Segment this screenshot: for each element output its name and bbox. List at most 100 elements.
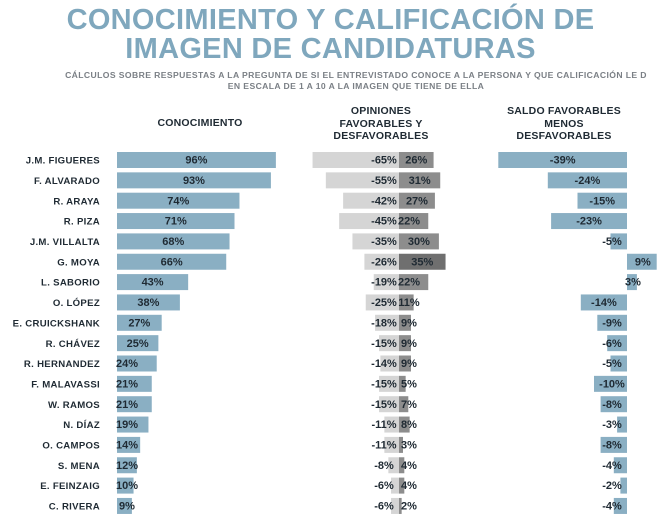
favorable-value-label: 31% xyxy=(409,175,431,187)
saldo-value-label: 3% xyxy=(625,277,641,289)
unfavorable-bar xyxy=(379,335,399,352)
category-label: O. LÓPEZ xyxy=(53,297,100,309)
conocimiento-bar xyxy=(117,436,141,453)
saldo-bar xyxy=(597,314,627,331)
category-label: R. HERNANDEZ xyxy=(24,359,100,370)
saldo-bar xyxy=(617,416,627,433)
category-label: R. ARAYA xyxy=(53,196,100,207)
unfavorable-value-label: -42% xyxy=(371,195,397,207)
favorable-bar xyxy=(399,436,403,453)
category-label: L. SABORIO xyxy=(41,278,100,289)
favorable-bar xyxy=(399,335,411,352)
favorable-value-label: 9% xyxy=(401,338,417,350)
unfavorable-value-label: -6% xyxy=(374,501,394,513)
unfavorable-value-label: -25% xyxy=(371,297,397,309)
favorable-value-label: 22% xyxy=(398,216,420,228)
favorable-bar xyxy=(399,396,409,413)
favorable-bar xyxy=(399,294,414,311)
unfavorable-bar xyxy=(325,172,399,189)
unfavorable-value-label: -14% xyxy=(371,358,397,370)
unfavorable-value-label: -15% xyxy=(371,378,397,390)
title-line-2: IMAGEN DE CANDIDATURAS xyxy=(125,33,536,65)
conocimiento-bar xyxy=(117,497,132,514)
conocimiento-value-label: 96% xyxy=(185,155,207,167)
category-label: F. MALAVASSI xyxy=(31,379,100,390)
chart-title: CONOCIMIENTO Y CALIFICACIÓN DE IMAGEN DE… xyxy=(0,6,661,64)
favorable-bar xyxy=(399,233,439,250)
favorable-value-label: 3% xyxy=(401,440,417,452)
saldo-bar xyxy=(600,436,627,453)
subtitle-line-1: CÁLCULOS SOBRE RESPUESTAS A LA PREGUNTA … xyxy=(65,70,647,80)
conocimiento-value-label: 21% xyxy=(116,378,138,390)
conocimiento-value-label: 9% xyxy=(119,501,135,513)
saldo-value-label: -5% xyxy=(602,358,622,370)
favorable-bar xyxy=(399,253,446,270)
saldo-bar xyxy=(580,294,627,311)
conocimiento-value-label: 38% xyxy=(137,297,159,309)
conocimiento-value-label: 12% xyxy=(116,460,138,472)
unfavorable-bar xyxy=(312,152,399,168)
saldo-value-label: -6% xyxy=(602,338,622,350)
saldo-value-label: -3% xyxy=(602,419,622,431)
saldo-value-label: -8% xyxy=(602,440,622,452)
saldo-bar xyxy=(600,396,627,413)
conocimiento-value-label: 74% xyxy=(167,195,189,207)
unfavorable-value-label: -35% xyxy=(371,236,397,248)
conocimiento-bar xyxy=(117,274,189,291)
favorable-bar xyxy=(399,457,405,474)
conocimiento-value-label: 19% xyxy=(116,419,138,431)
favorable-bar xyxy=(399,314,411,331)
conocimiento-bar xyxy=(117,375,152,392)
category-label: W. RAMOS xyxy=(48,400,100,411)
favorable-bar xyxy=(399,477,405,494)
saldo-value-label: -10% xyxy=(599,378,625,390)
unfavorable-value-label: -8% xyxy=(374,460,394,472)
saldo-value-label: -5% xyxy=(602,236,622,248)
favorable-bar xyxy=(399,416,410,433)
unfavorable-value-label: -15% xyxy=(371,399,397,411)
category-label: E. FEINZAIG xyxy=(40,481,100,492)
conocimiento-bar xyxy=(117,457,137,474)
favorable-bar xyxy=(399,213,429,230)
conocimiento-value-label: 43% xyxy=(142,277,164,289)
unfavorable-bar xyxy=(391,497,399,514)
conocimiento-value-label: 71% xyxy=(165,216,187,228)
unfavorable-bar xyxy=(365,294,399,311)
saldo-value-label: -14% xyxy=(591,297,617,309)
favorable-value-label: 5% xyxy=(401,378,417,390)
saldo-value-label: -15% xyxy=(589,195,615,207)
unfavorable-value-label: -45% xyxy=(371,216,397,228)
category-label: N. DÍAZ xyxy=(63,419,100,431)
saldo-bar xyxy=(620,477,627,494)
conocimiento-value-label: 25% xyxy=(127,338,149,350)
favorable-bar xyxy=(399,172,441,189)
unfavorable-bar xyxy=(380,355,399,372)
conocimiento-bar xyxy=(117,294,180,311)
conocimiento-bar xyxy=(117,192,240,209)
favorable-value-label: 26% xyxy=(405,155,427,167)
saldo-value-label: -4% xyxy=(602,460,622,472)
saldo-bar xyxy=(610,355,627,372)
favorable-bar xyxy=(399,355,411,372)
conocimiento-value-label: 93% xyxy=(183,175,205,187)
category-label: R. PIZA xyxy=(64,217,100,228)
saldo-value-label: -24% xyxy=(575,175,601,187)
saldo-value-label: -4% xyxy=(602,501,622,513)
category-label: O. CAMPOS xyxy=(42,441,100,452)
favorable-value-label: 4% xyxy=(401,480,417,492)
favorable-value-label: 9% xyxy=(401,358,417,370)
unfavorable-value-label: -11% xyxy=(371,419,396,431)
unfavorable-value-label: -55% xyxy=(371,175,397,187)
unfavorable-value-label: -19% xyxy=(371,277,397,289)
subtitle-line-2: EN ESCALA DE 1 A 10 A LA IMAGEN QUE TIEN… xyxy=(227,81,485,91)
saldo-bar xyxy=(551,213,627,230)
conocimiento-bar xyxy=(117,314,162,331)
header-saldo: SALDO FAVORABLES MENOS DESFAVORABLES xyxy=(507,105,621,142)
chart-subtitle: CÁLCULOS SOBRE RESPUESTAS A LA PREGUNTA … xyxy=(6,70,661,92)
favorable-value-label: 35% xyxy=(411,256,433,268)
favorable-value-label: 4% xyxy=(401,460,417,472)
category-label: C. RIVERA xyxy=(49,502,100,513)
conocimiento-bar xyxy=(117,233,230,250)
saldo-bar xyxy=(547,172,627,189)
unfavorable-value-label: -65% xyxy=(371,155,397,167)
